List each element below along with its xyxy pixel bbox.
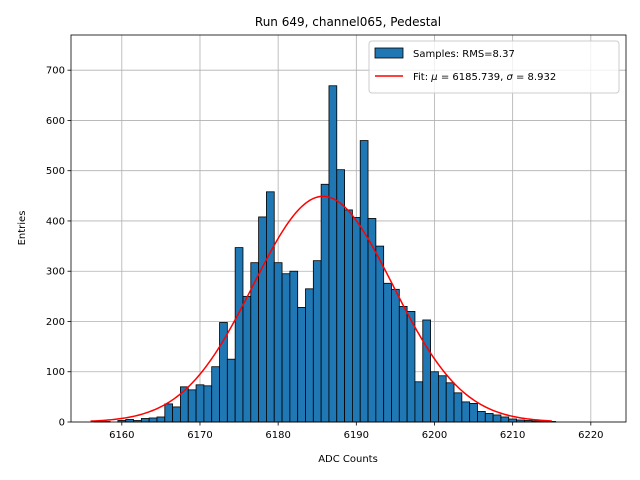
histogram-bar (289, 270, 299, 423)
histogram-bar (211, 366, 220, 423)
histogram-bar (226, 358, 236, 423)
x-tick-label: 6220 (578, 430, 603, 441)
histogram-bar (406, 311, 416, 423)
y-tick-label: 600 (46, 116, 65, 127)
histogram-bar (258, 216, 267, 423)
y-tick-label: 700 (46, 66, 65, 77)
legend-box (368, 40, 620, 94)
histogram-bar (195, 384, 205, 423)
histogram-bar (281, 273, 291, 423)
x-tick-label: 6170 (187, 430, 212, 441)
histogram-bar (352, 217, 361, 423)
legend-samples-label: Samples: RMS=8.37 (413, 49, 515, 60)
y-axis-ticks: 0 100 200 300 400 500 600 700 (46, 66, 71, 429)
legend-fit-mu-symbol: μ (430, 72, 437, 83)
histogram-bar (172, 406, 181, 423)
x-tick-label: 6190 (344, 430, 369, 441)
histogram-bar (297, 307, 306, 423)
histogram-bar (187, 389, 197, 423)
legend-fit-label: Fit: μ = 6185.739, σ = 8.932 (413, 72, 556, 83)
histogram-bar (375, 245, 385, 423)
histogram-bar (203, 385, 213, 423)
y-tick-label: 0 (59, 418, 65, 429)
histogram-bar (508, 418, 517, 423)
histogram-bar (305, 288, 314, 423)
histogram-bar (469, 403, 478, 423)
fit-curve (90, 195, 552, 422)
histogram-bar (156, 416, 166, 423)
histogram-bar (484, 413, 494, 423)
histogram-bar (140, 418, 150, 423)
histogram-bar (453, 392, 463, 423)
histogram-bar (266, 191, 275, 423)
x-axis-label: ADC Counts (318, 454, 378, 465)
histogram-bar (164, 403, 174, 423)
histogram-bar (359, 140, 369, 423)
histogram-bar (273, 262, 283, 423)
histogram-bar (336, 169, 345, 423)
y-tick-label: 500 (46, 166, 65, 177)
histogram-bar (234, 247, 244, 423)
histogram-bar (391, 288, 400, 423)
plot-frame (70, 34, 627, 423)
histogram-bar (461, 401, 471, 423)
histogram-bar (414, 381, 424, 423)
legend: Samples: RMS=8.37 Fit: μ = 6185.739, σ =… (368, 40, 620, 94)
histogram-bar (437, 375, 447, 423)
legend-fit-sigma-symbol: σ (506, 72, 513, 83)
histogram-bar (492, 414, 502, 423)
histogram-bar (219, 322, 228, 423)
y-tick-label: 100 (46, 367, 65, 378)
x-axis-ticks: 6160 6170 6180 6190 6200 6210 6220 (109, 422, 604, 441)
histogram-bar (328, 85, 338, 423)
y-tick-label: 200 (46, 317, 65, 328)
legend-fit-prefix: Fit: (413, 72, 431, 83)
histogram-bar (344, 209, 353, 423)
histogram-bar (148, 417, 158, 423)
histogram-bar (242, 295, 252, 423)
legend-samples-swatch (374, 47, 404, 59)
legend-fit-sigma-value: = 8.932 (513, 72, 556, 83)
y-tick-label: 400 (46, 216, 65, 227)
histogram-bar (477, 411, 486, 423)
legend-fit-mu-value: = 6185.739, (438, 72, 507, 83)
histogram-bar (312, 260, 322, 423)
y-tick-label: 300 (46, 267, 65, 278)
y-axis-label: Entries (17, 211, 28, 246)
histogram-bar (383, 282, 392, 423)
histogram-bar (398, 306, 408, 423)
x-tick-label: 6210 (500, 430, 525, 441)
histogram-bar (320, 183, 330, 423)
histogram-bar (430, 371, 439, 423)
x-tick-label: 6180 (265, 430, 290, 441)
histogram-bar (422, 319, 431, 423)
histogram-bar (500, 416, 510, 423)
x-tick-label: 6160 (109, 430, 134, 441)
x-tick-label: 6200 (422, 430, 447, 441)
chart-title: Run 649, channel065, Pedestal (255, 15, 441, 29)
histogram-bar (445, 382, 455, 423)
